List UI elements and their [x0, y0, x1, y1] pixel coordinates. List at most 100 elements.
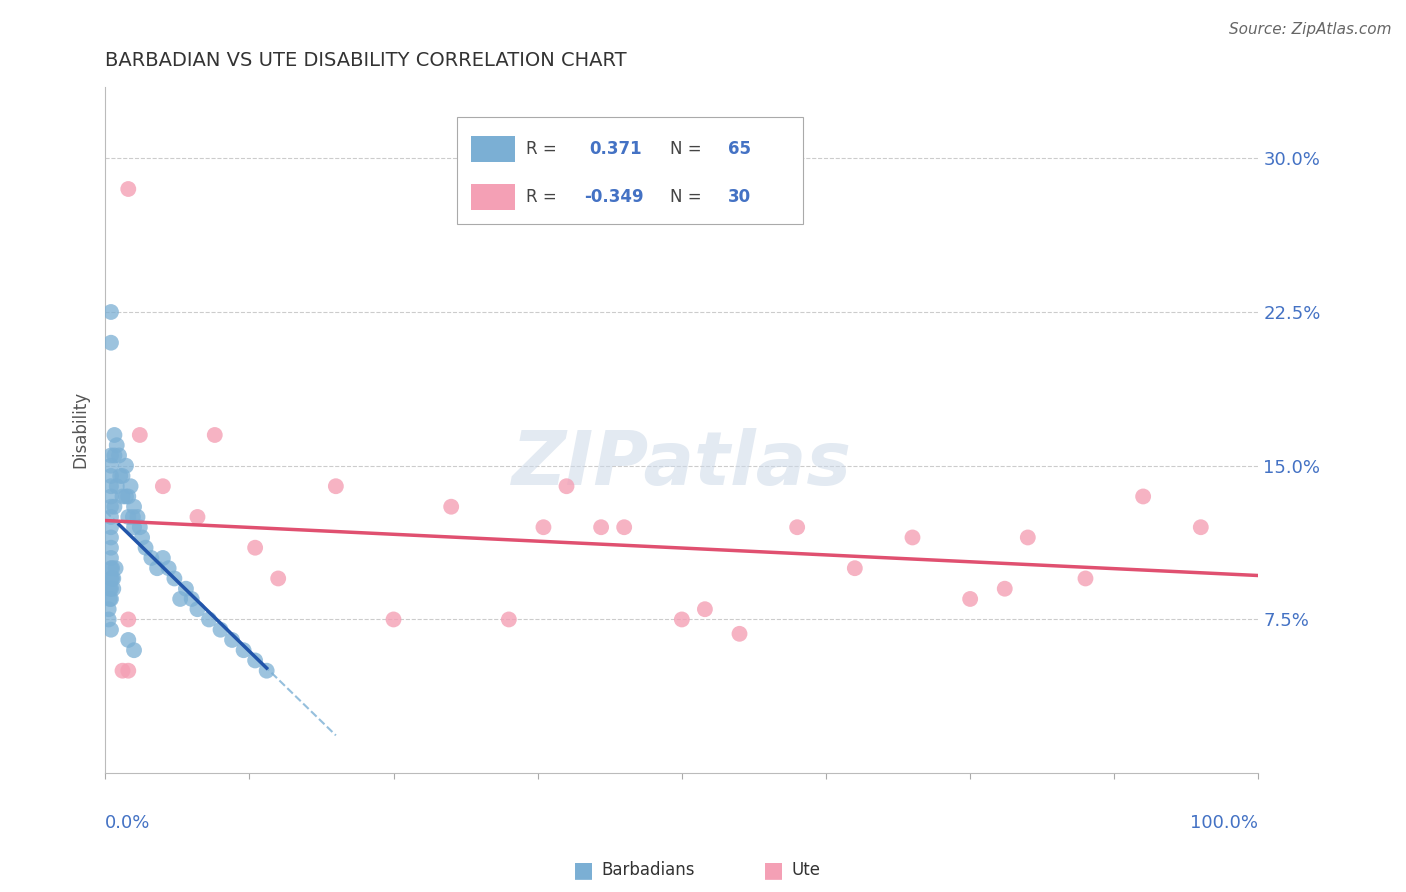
Point: [440, 500, 463, 514]
Point: [1132, 490, 1154, 504]
Text: ZIPatlas: ZIPatlas: [512, 427, 852, 500]
Point: [100, 449, 122, 463]
Point: [101, 561, 124, 575]
Point: [98, 582, 121, 596]
Point: [117, 490, 139, 504]
Point: [128, 428, 150, 442]
Point: [117, 182, 139, 196]
FancyBboxPatch shape: [471, 184, 515, 211]
Point: [122, 520, 145, 534]
Text: -0.349: -0.349: [583, 188, 644, 206]
Point: [98, 591, 121, 606]
Point: [152, 551, 174, 566]
Point: [111, 469, 134, 483]
Point: [232, 643, 254, 657]
Point: [97, 612, 120, 626]
Text: 30: 30: [728, 188, 751, 206]
Point: [100, 458, 122, 473]
Point: [267, 571, 290, 585]
Point: [103, 571, 125, 585]
Point: [786, 520, 808, 534]
Point: [100, 551, 122, 566]
Point: [128, 520, 150, 534]
Point: [100, 469, 122, 483]
Point: [100, 520, 122, 534]
Point: [186, 602, 208, 616]
Point: [533, 520, 555, 534]
Text: R =: R =: [526, 188, 562, 206]
Point: [120, 479, 142, 493]
Point: [108, 449, 131, 463]
Point: [100, 500, 122, 514]
Point: [959, 591, 981, 606]
Point: [186, 510, 208, 524]
Text: Ute: Ute: [792, 861, 821, 879]
Point: [100, 541, 122, 555]
Text: N =: N =: [671, 140, 707, 159]
Point: [100, 490, 122, 504]
Point: [111, 490, 134, 504]
Point: [115, 458, 138, 473]
Text: N =: N =: [671, 188, 707, 206]
Point: [111, 664, 134, 678]
Point: [100, 305, 122, 319]
Text: Source: ZipAtlas.com: Source: ZipAtlas.com: [1229, 22, 1392, 37]
Point: [103, 449, 125, 463]
Point: [104, 561, 127, 575]
Point: [498, 612, 520, 626]
Text: 0.371: 0.371: [589, 140, 643, 159]
Text: 0.0%: 0.0%: [105, 814, 150, 832]
Point: [135, 541, 157, 555]
Text: 65: 65: [728, 140, 751, 159]
Point: [901, 531, 924, 545]
Point: [100, 561, 122, 575]
Point: [100, 582, 122, 596]
Point: [163, 571, 186, 585]
Point: [1074, 571, 1097, 585]
Point: [105, 438, 128, 452]
Point: [844, 561, 866, 575]
Point: [591, 520, 613, 534]
Point: [157, 561, 180, 575]
Point: [127, 510, 149, 524]
Point: [613, 520, 636, 534]
Point: [1017, 531, 1039, 545]
Text: R =: R =: [526, 140, 562, 159]
Point: [100, 510, 122, 524]
Point: [555, 479, 578, 493]
FancyBboxPatch shape: [457, 118, 803, 224]
Point: [180, 591, 202, 606]
Point: [101, 571, 124, 585]
Point: [100, 623, 122, 637]
Point: [97, 602, 120, 616]
Point: [209, 623, 232, 637]
Point: [671, 612, 693, 626]
Point: [243, 541, 266, 555]
Point: [117, 664, 139, 678]
FancyBboxPatch shape: [471, 136, 515, 162]
Text: ■: ■: [574, 860, 593, 880]
Point: [100, 571, 122, 585]
Text: ■: ■: [763, 860, 783, 880]
Point: [243, 653, 266, 667]
Y-axis label: Disability: Disability: [72, 392, 89, 468]
Point: [152, 479, 174, 493]
Point: [105, 479, 128, 493]
Point: [256, 664, 278, 678]
Point: [117, 510, 139, 524]
Point: [221, 632, 243, 647]
Point: [169, 591, 191, 606]
Point: [994, 582, 1017, 596]
Point: [122, 510, 145, 524]
Point: [325, 479, 347, 493]
Point: [100, 531, 122, 545]
Point: [103, 500, 125, 514]
Point: [693, 602, 716, 616]
Text: BARBADIAN VS UTE DISABILITY CORRELATION CHART: BARBADIAN VS UTE DISABILITY CORRELATION …: [105, 51, 627, 70]
Point: [122, 500, 145, 514]
Point: [204, 428, 226, 442]
Point: [115, 490, 138, 504]
Point: [728, 627, 751, 641]
Point: [198, 612, 221, 626]
Text: 100.0%: 100.0%: [1191, 814, 1258, 832]
